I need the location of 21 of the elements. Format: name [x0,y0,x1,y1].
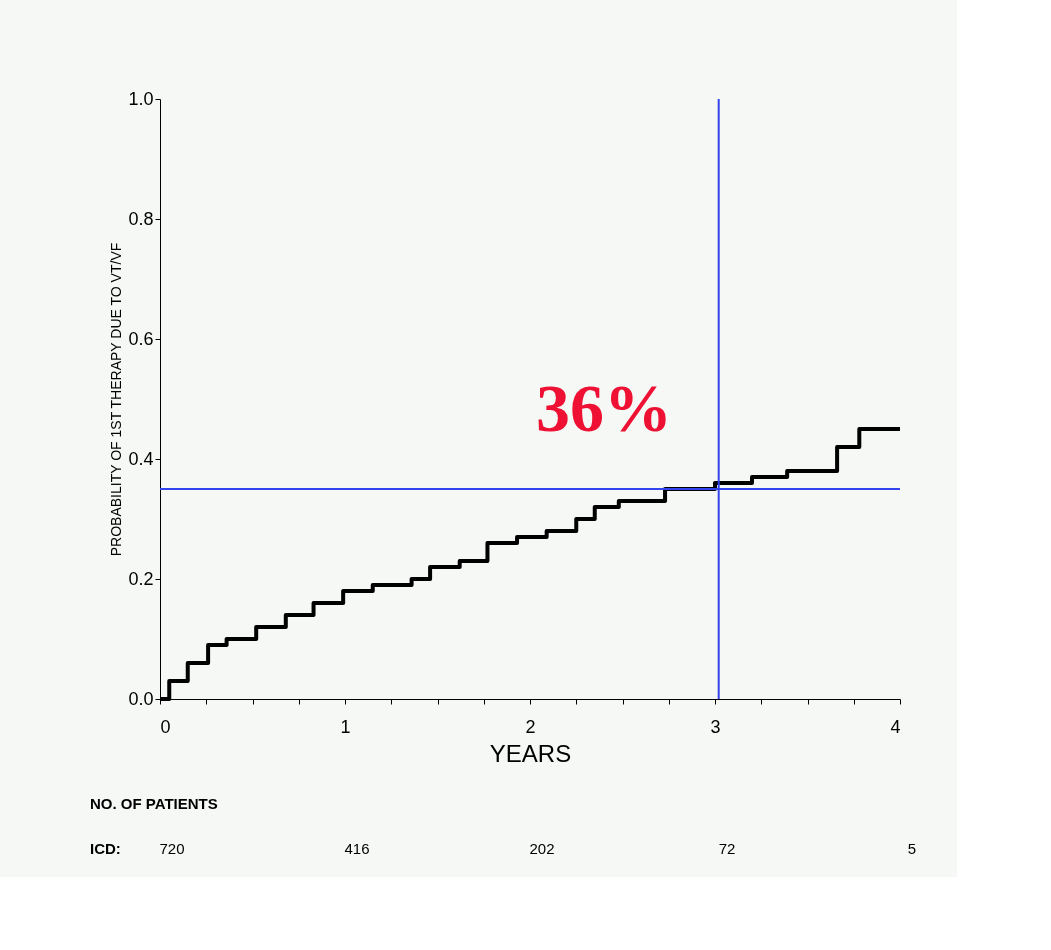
x-tick-label: 1 [340,716,351,737]
x-tick-label: 4 [890,716,901,737]
y-tick-label: 1.0 [128,88,154,109]
x-tick-label: 3 [710,716,721,737]
text: 202 [529,840,555,857]
text: 5 [907,840,917,857]
text: 72 [718,840,736,857]
y-tick-label: 0.4 [128,448,154,469]
text: NO. OF PATIENTS [90,795,218,812]
annotation: 36% [536,370,672,446]
x-tick-label: 0 [160,716,171,737]
y-tick-label: 0.6 [128,328,154,349]
x-tick-label: 2 [525,716,536,737]
text: ICD: [90,840,121,857]
x-axis-title: YEARS [489,739,572,767]
y-tick-label: 0.0 [128,688,154,709]
y-tick-label: 0.2 [128,568,154,589]
y-axis-title: PROBABILITY OF 1ST THERAPY DUE TO VT/VF [108,242,125,557]
y-tick-label: 0.8 [128,208,154,229]
text: 720 [159,840,185,857]
text: 416 [344,840,370,857]
